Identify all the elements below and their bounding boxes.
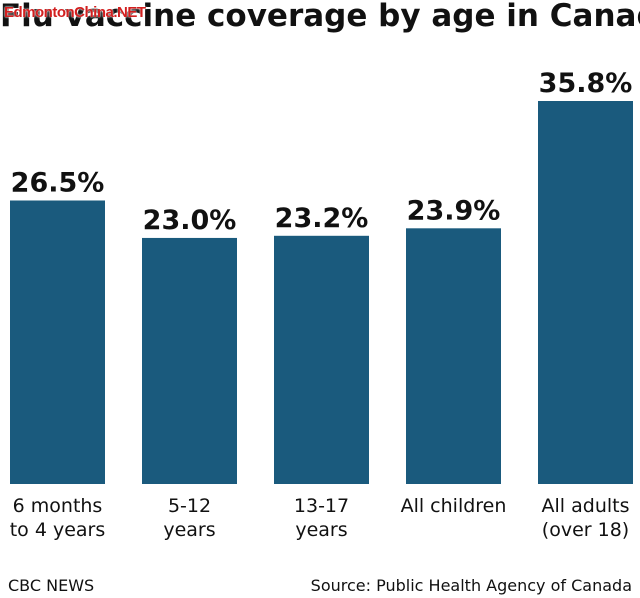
category-label-3-line-0: All children xyxy=(401,495,507,517)
value-label-3: 23.9% xyxy=(407,195,501,226)
footer-brand: CBC NEWS xyxy=(8,576,95,595)
category-label-1-line-1: years xyxy=(163,519,215,541)
bar-3 xyxy=(406,228,501,484)
value-label-4: 35.8% xyxy=(539,68,633,99)
category-label-2-line-1: years xyxy=(295,519,347,541)
value-label-2: 23.2% xyxy=(275,203,369,234)
watermark-logo: EdmontonChina.NET xyxy=(4,4,146,21)
value-label-0: 26.5% xyxy=(11,167,105,198)
value-label-1: 23.0% xyxy=(143,205,237,236)
category-label-4-line-0: All adults xyxy=(542,495,630,517)
category-label-0-line-1: to 4 years xyxy=(10,519,106,541)
category-label-2-line-0: 13-17 xyxy=(294,495,349,517)
category-label-4-line-1: (over 18) xyxy=(542,519,629,541)
category-label-0-line-0: 6 months xyxy=(13,495,103,517)
bar-4 xyxy=(538,101,633,484)
bar-1 xyxy=(142,237,237,484)
category-label-1-line-0: 5-12 xyxy=(168,495,211,517)
bar-0 xyxy=(10,200,105,484)
footer-source: Source: Public Health Agency of Canada xyxy=(310,576,632,595)
chart-title: Flu vaccine coverage by age in Canada xyxy=(0,0,640,34)
bar-2 xyxy=(274,235,369,484)
